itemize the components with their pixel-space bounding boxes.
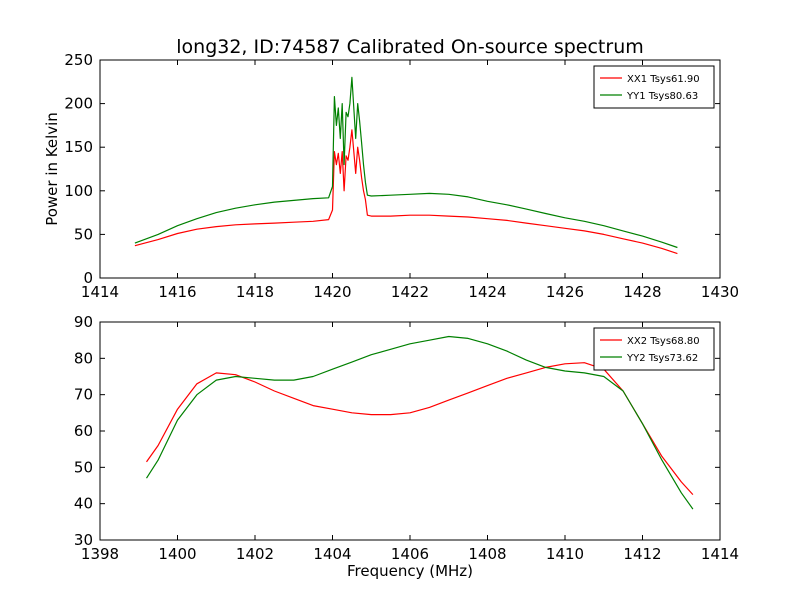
y-tick-label: 100 xyxy=(64,182,93,200)
legend: XX2 Tsys68.80 YY2 Tsys73.62 xyxy=(593,327,715,371)
x-tick-label: 1408 xyxy=(468,545,506,563)
legend-box xyxy=(593,65,715,109)
x-tick-label: 1416 xyxy=(158,283,196,301)
series-lines xyxy=(145,335,694,510)
y-tick-label: 50 xyxy=(74,225,93,243)
y-tick-label: 0 xyxy=(83,269,93,287)
x-tick-label: 1410 xyxy=(546,545,584,563)
x-tick-label: 1424 xyxy=(468,283,506,301)
x-tick-label: 1398 xyxy=(81,545,119,563)
x-tick-label: 1412 xyxy=(623,545,661,563)
y-tick-label: 50 xyxy=(74,458,93,476)
y-tick-label: 30 xyxy=(74,531,93,549)
legend-entry-label: YY1 Tsys80.63 xyxy=(626,91,698,102)
x-tick-label: 1404 xyxy=(313,545,351,563)
y-tick-label: 90 xyxy=(74,313,93,331)
y-tick-label: 40 xyxy=(74,495,93,513)
y-tick-label: 70 xyxy=(74,386,93,404)
legend: XX1 Tsys61.90 YY1 Tsys80.63 xyxy=(593,65,715,109)
x-tick-label: 1414 xyxy=(701,545,739,563)
x-tick-label: 1428 xyxy=(623,283,661,301)
y-tick-label: 60 xyxy=(74,422,93,440)
legend-entry-label: YY2 Tsys73.62 xyxy=(626,353,698,364)
bottom-plot-panel: 1398 1400 1402 1404 1406 1408 1410 1412 1414 30 40… xyxy=(74,313,739,580)
legend-box xyxy=(593,327,715,371)
x-tick-label: 1402 xyxy=(236,545,274,563)
x-axis-label: Frequency (MHz) xyxy=(347,562,473,580)
series-line-yy2 xyxy=(145,335,694,510)
series-line-xx2 xyxy=(146,362,694,496)
y-tick-label: 80 xyxy=(74,349,93,367)
x-tick-label: 1422 xyxy=(391,283,429,301)
y-tick-label: 150 xyxy=(64,138,93,156)
x-tick-label: 1400 xyxy=(158,545,196,563)
legend-entry-label: XX1 Tsys61.90 xyxy=(627,74,700,85)
x-tick-label: 1426 xyxy=(546,283,584,301)
x-tick-label: 1414 xyxy=(81,283,119,301)
y-tick-label: 250 xyxy=(64,51,93,69)
chart-title: long32, ID:74587 Calibrated On-source sp… xyxy=(176,36,644,58)
x-tick-label: 1418 xyxy=(236,283,274,301)
top-plot-panel: 1414 1416 1418 1420 1422 1424 1426 1428 1430 0 50 1… xyxy=(43,51,739,301)
legend-entry-label: XX2 Tsys68.80 xyxy=(627,336,700,347)
x-tick-label: 1406 xyxy=(391,545,429,563)
y-axis-label: Power in Kelvin xyxy=(43,112,61,226)
x-tick-label: 1420 xyxy=(313,283,351,301)
series-lines xyxy=(134,76,678,255)
y-tick-label: 200 xyxy=(64,95,93,113)
x-tick-label: 1430 xyxy=(701,283,739,301)
series-line-xx1 xyxy=(134,129,678,255)
series-line-yy1 xyxy=(134,76,678,249)
